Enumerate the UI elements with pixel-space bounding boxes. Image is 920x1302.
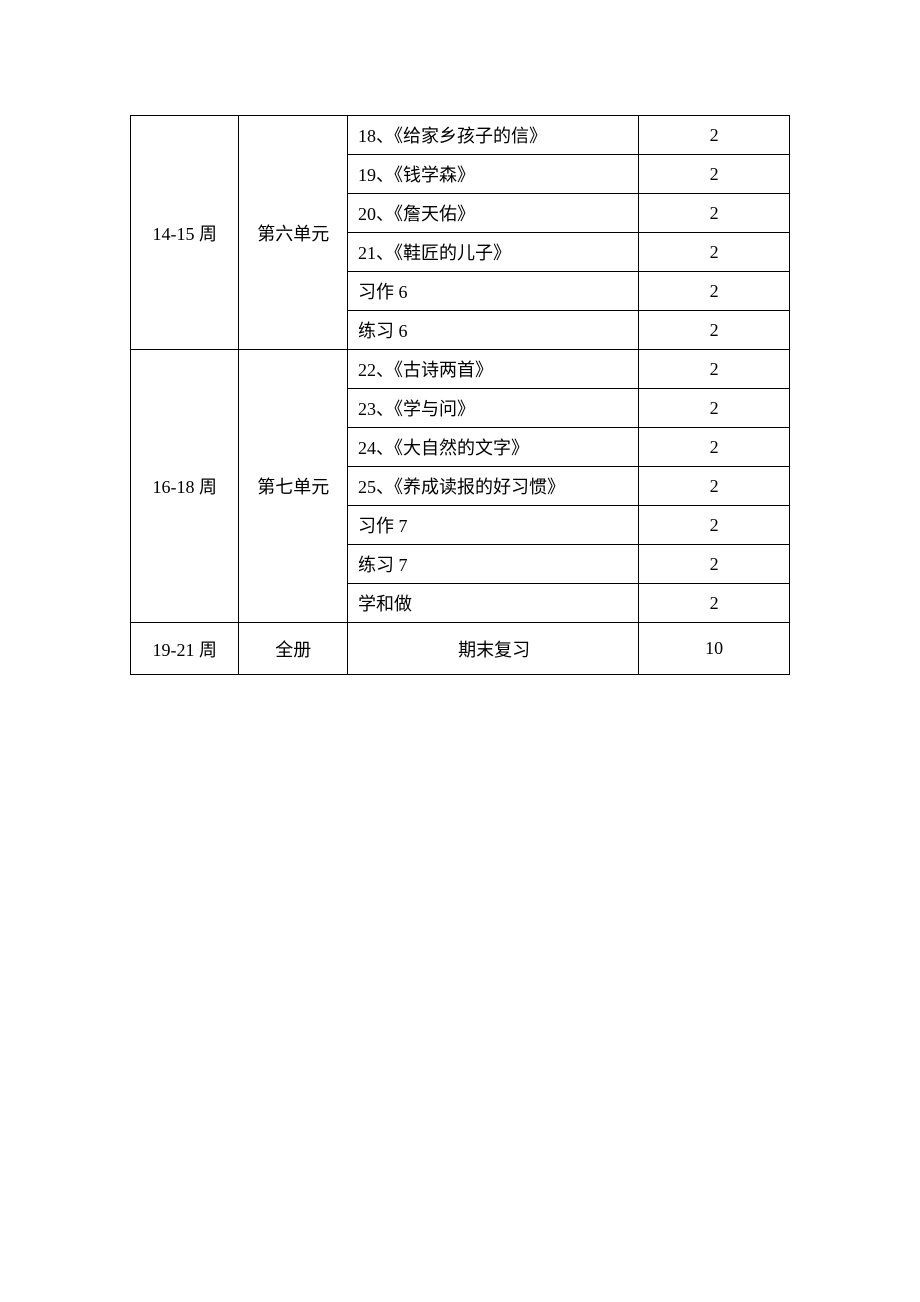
hours-cell: 2: [639, 272, 790, 311]
content-cell: 24、《大自然的文字》: [347, 428, 638, 467]
content-cell: 25、《养成读报的好习惯》: [347, 467, 638, 506]
week-cell: 19-21 周: [131, 623, 239, 675]
table-row: 16-18 周 第七单元 22、《古诗两首》 2: [131, 350, 790, 389]
hours-cell: 2: [639, 584, 790, 623]
schedule-table: 14-15 周 第六单元 18、《给家乡孩子的信》 2 19、《钱学森》 2 2…: [130, 115, 790, 675]
content-cell: 学和做: [347, 584, 638, 623]
content-cell: 习作 6: [347, 272, 638, 311]
week-cell: 14-15 周: [131, 116, 239, 350]
unit-cell: 全册: [239, 623, 347, 675]
document-page: 14-15 周 第六单元 18、《给家乡孩子的信》 2 19、《钱学森》 2 2…: [0, 0, 920, 675]
content-cell: 习作 7: [347, 506, 638, 545]
content-cell: 22、《古诗两首》: [347, 350, 638, 389]
content-cell: 18、《给家乡孩子的信》: [347, 116, 638, 155]
unit-cell: 第七单元: [239, 350, 347, 623]
hours-cell: 2: [639, 233, 790, 272]
hours-cell: 2: [639, 467, 790, 506]
content-cell: 练习 7: [347, 545, 638, 584]
hours-cell: 2: [639, 545, 790, 584]
hours-cell: 10: [639, 623, 790, 675]
content-cell: 21、《鞋匠的儿子》: [347, 233, 638, 272]
hours-cell: 2: [639, 350, 790, 389]
hours-cell: 2: [639, 116, 790, 155]
table-row: 14-15 周 第六单元 18、《给家乡孩子的信》 2: [131, 116, 790, 155]
hours-cell: 2: [639, 428, 790, 467]
hours-cell: 2: [639, 389, 790, 428]
content-cell: 期末复习: [347, 623, 638, 675]
unit-cell: 第六单元: [239, 116, 347, 350]
content-cell: 23、《学与问》: [347, 389, 638, 428]
hours-cell: 2: [639, 155, 790, 194]
table-row: 19-21 周 全册 期末复习 10: [131, 623, 790, 675]
hours-cell: 2: [639, 311, 790, 350]
hours-cell: 2: [639, 194, 790, 233]
content-cell: 19、《钱学森》: [347, 155, 638, 194]
content-cell: 练习 6: [347, 311, 638, 350]
content-cell: 20、《詹天佑》: [347, 194, 638, 233]
hours-cell: 2: [639, 506, 790, 545]
week-cell: 16-18 周: [131, 350, 239, 623]
table-body: 14-15 周 第六单元 18、《给家乡孩子的信》 2 19、《钱学森》 2 2…: [131, 116, 790, 675]
